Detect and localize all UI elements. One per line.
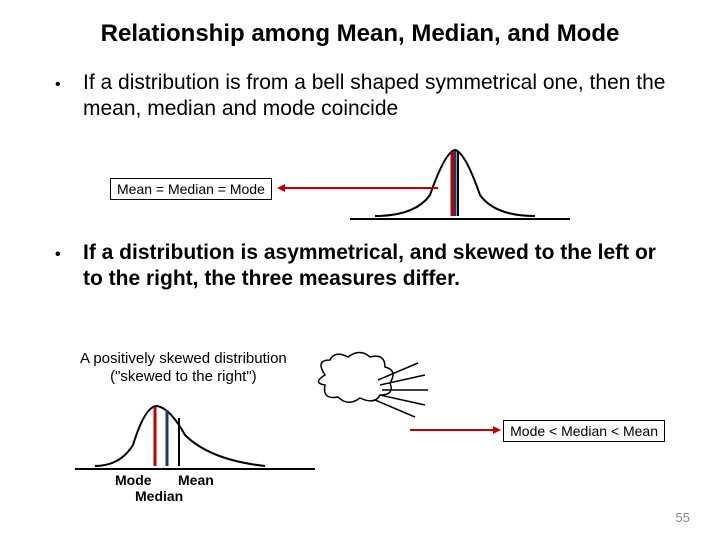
bullet-dot-2: •: [55, 246, 61, 264]
label-mode: Mode: [115, 472, 152, 488]
skew-caption-line2: ("skewed to the right"): [110, 368, 257, 385]
bell-curve-diagram: [370, 140, 550, 220]
skew-baseline: [75, 468, 315, 470]
skew-caption-line1: A positively skewed distribution: [80, 350, 287, 367]
bullet-asymmetric: • If a distribution is asymmetrical, and…: [55, 240, 680, 293]
bell-curve-svg: [370, 140, 550, 220]
bell-baseline: [350, 218, 570, 220]
skew-caption: A positively skewed distribution ("skewe…: [80, 350, 287, 386]
arrow-to-bell: [283, 187, 438, 189]
bullet-symmetric-text: If a distribution is from a bell shaped …: [83, 70, 680, 123]
label-median: Median: [135, 488, 183, 504]
label-mean: Mean: [178, 472, 214, 488]
label-mode-lt-median-lt-mean: Mode < Median < Mean: [503, 420, 665, 442]
bullet-symmetric: • If a distribution is from a bell shape…: [55, 70, 680, 123]
page-number: 55: [676, 510, 690, 525]
label-mean-median-mode-equal: Mean = Median = Mode: [110, 178, 272, 200]
bullet-asymmetric-text: If a distribution is asymmetrical, and s…: [83, 240, 680, 293]
arrow-to-box2: [410, 429, 495, 431]
page-title: Relationship among Mean, Median, and Mod…: [50, 20, 670, 48]
arrow-to-box2-head: [493, 426, 501, 434]
arrow-to-bell-head: [277, 184, 285, 192]
skewed-curve-diagram: Mode Median Mean: [85, 400, 285, 490]
explosion-graphic: [300, 345, 420, 415]
bullet-dot: •: [55, 76, 61, 94]
